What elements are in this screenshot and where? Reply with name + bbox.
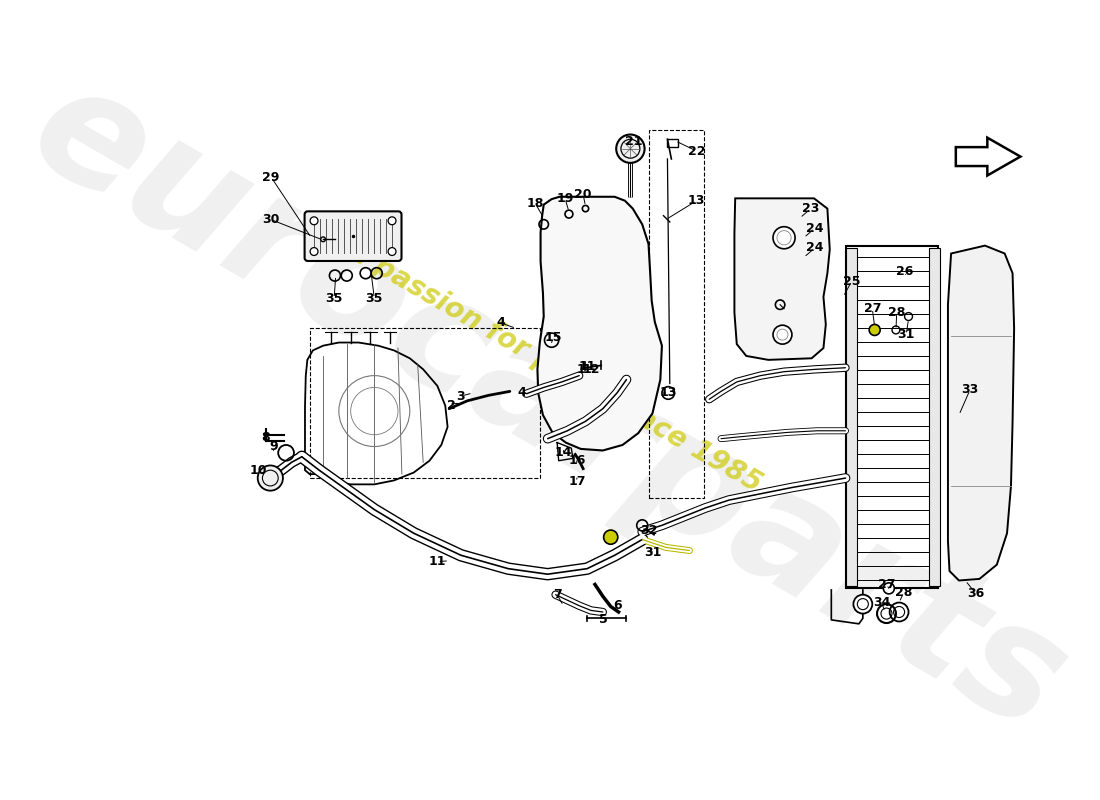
Text: 27: 27 [864, 302, 881, 315]
Text: 5: 5 [600, 613, 608, 626]
Text: 8: 8 [262, 430, 270, 443]
Circle shape [883, 583, 894, 594]
Text: 25: 25 [843, 274, 860, 287]
Text: 28: 28 [888, 306, 905, 319]
Text: 35: 35 [326, 292, 343, 305]
Text: 33: 33 [961, 383, 979, 396]
Text: 19: 19 [557, 192, 574, 205]
Text: 24: 24 [806, 222, 824, 234]
Text: 4: 4 [517, 386, 526, 398]
Text: a passion for parts since 1985: a passion for parts since 1985 [344, 238, 767, 498]
Text: 31: 31 [644, 546, 661, 558]
Text: 23: 23 [802, 202, 820, 215]
Bar [846, 246, 938, 588]
Text: 13: 13 [688, 194, 705, 207]
Text: 35: 35 [365, 292, 383, 305]
Text: 30: 30 [263, 213, 279, 226]
Text: 24: 24 [806, 242, 824, 254]
Circle shape [773, 325, 792, 344]
Text: 13: 13 [660, 386, 676, 399]
Text: 10: 10 [250, 465, 267, 478]
Text: 11: 11 [429, 555, 447, 568]
Circle shape [890, 602, 909, 622]
Text: 16: 16 [568, 454, 585, 467]
Text: 28: 28 [895, 586, 913, 599]
Text: 12: 12 [583, 363, 601, 376]
Text: 14: 14 [554, 446, 572, 458]
Circle shape [310, 217, 318, 225]
Text: 26: 26 [895, 265, 913, 278]
Text: 7: 7 [552, 588, 561, 601]
Bar [310, 328, 540, 478]
Bar [846, 248, 857, 586]
Bar [649, 130, 704, 498]
Text: 32: 32 [640, 524, 658, 538]
Text: 34: 34 [873, 596, 890, 609]
Polygon shape [735, 198, 829, 360]
Text: 3: 3 [456, 390, 465, 402]
Text: 4: 4 [496, 316, 505, 330]
Text: 36: 36 [967, 586, 984, 599]
Circle shape [257, 466, 283, 490]
Text: 2: 2 [448, 399, 455, 412]
Text: 15: 15 [544, 331, 562, 344]
Polygon shape [948, 246, 1014, 581]
Circle shape [869, 325, 880, 335]
Circle shape [388, 217, 396, 225]
Text: 20: 20 [574, 188, 592, 201]
Text: 17: 17 [568, 475, 585, 489]
Circle shape [604, 530, 618, 544]
Text: 21: 21 [625, 135, 642, 148]
Text: eurocarparts: eurocarparts [4, 49, 1090, 766]
Circle shape [854, 594, 872, 614]
Text: 31: 31 [898, 328, 915, 341]
Text: 11: 11 [579, 361, 596, 374]
Text: 9: 9 [270, 440, 278, 453]
Text: 27: 27 [878, 578, 895, 591]
Polygon shape [538, 197, 662, 450]
Circle shape [616, 134, 645, 163]
Text: 6: 6 [614, 599, 623, 612]
Text: 22: 22 [688, 145, 705, 158]
Circle shape [773, 226, 795, 249]
Text: 1: 1 [576, 363, 585, 376]
Text: 18: 18 [527, 197, 543, 210]
Text: 29: 29 [263, 170, 279, 183]
Circle shape [310, 247, 318, 255]
FancyBboxPatch shape [305, 211, 402, 261]
Circle shape [388, 247, 396, 255]
Bar [930, 248, 940, 586]
